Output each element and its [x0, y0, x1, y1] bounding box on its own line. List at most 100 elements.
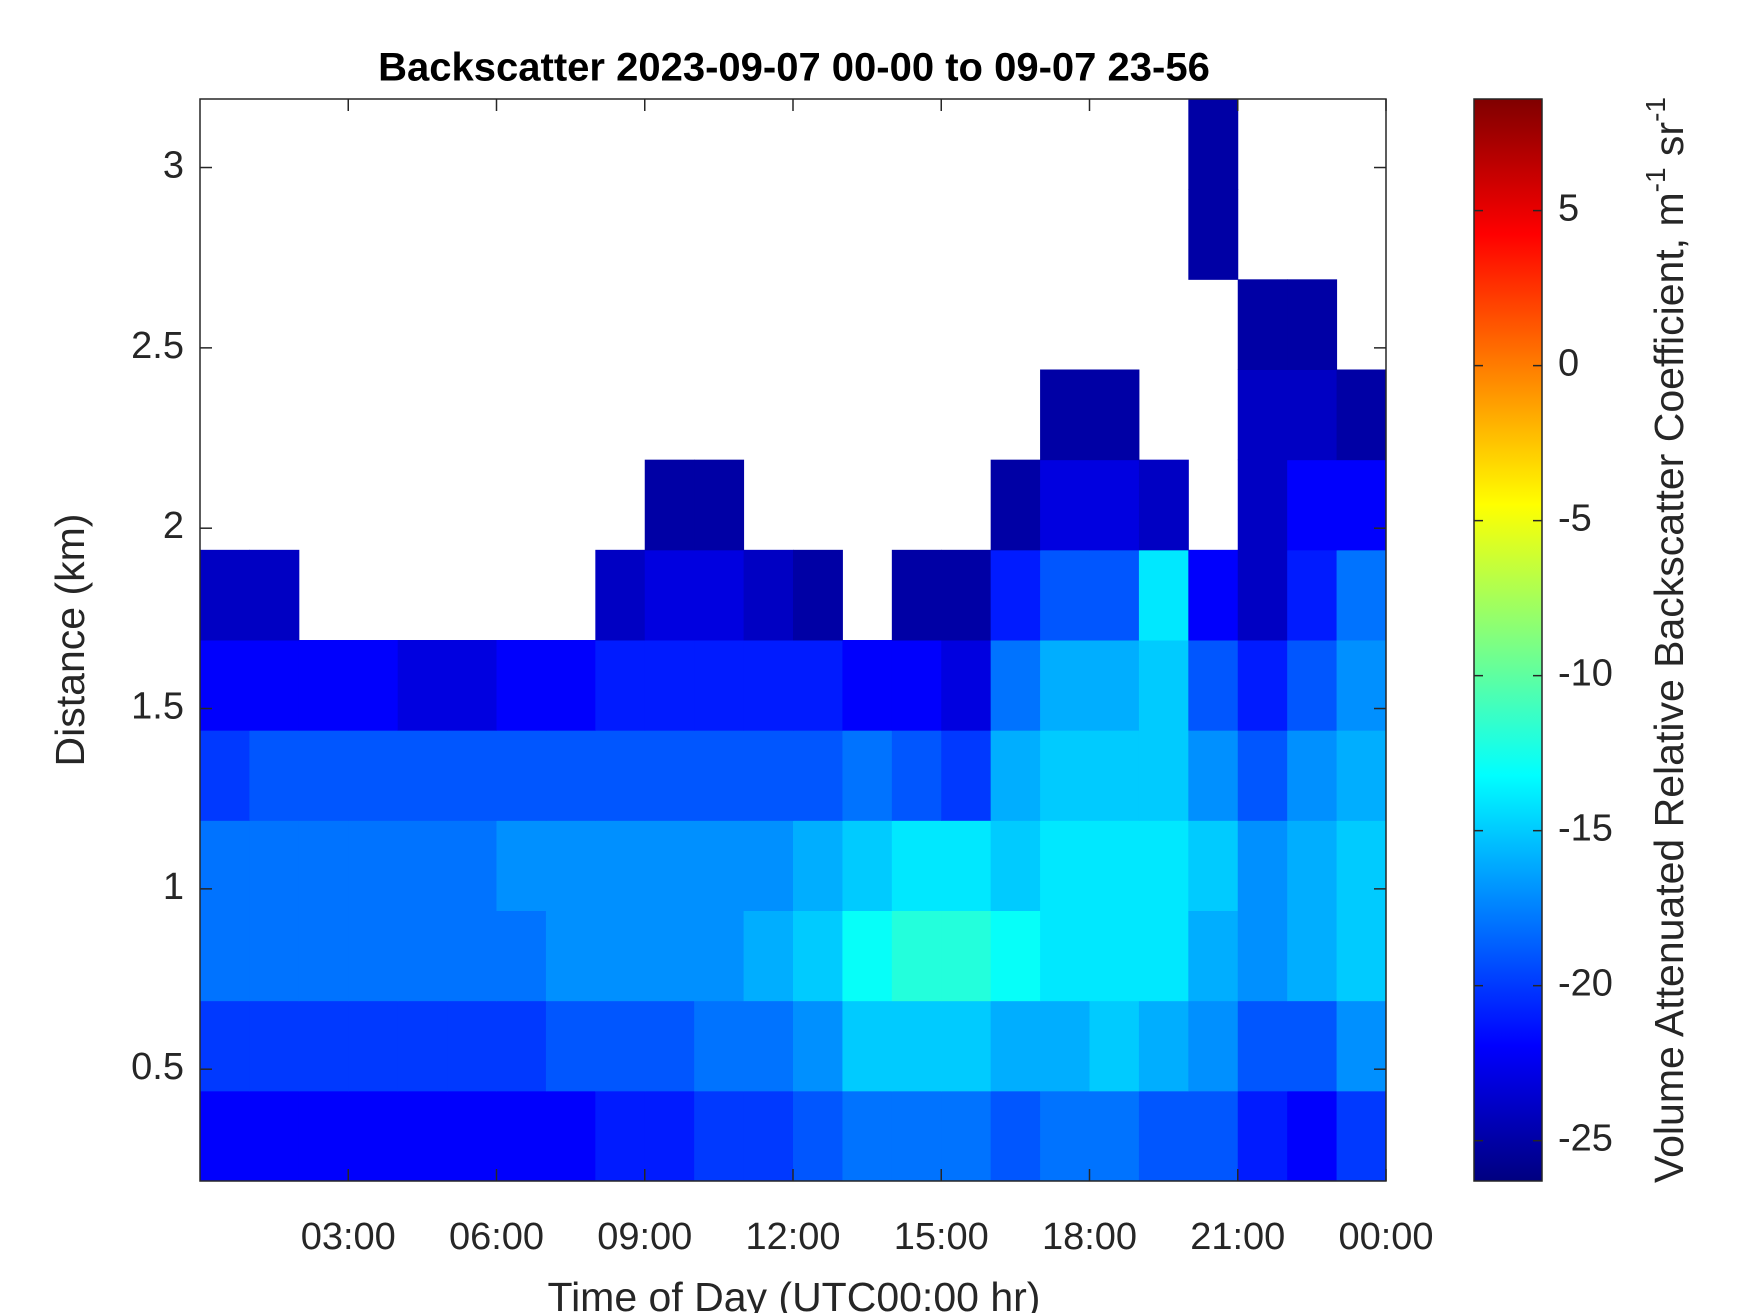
heatmap-cell — [1237, 640, 1288, 731]
heatmap-cell — [1188, 1000, 1239, 1092]
y-axis-label: Distance (km) — [47, 514, 93, 767]
heatmap-cell — [743, 730, 794, 821]
heatmap-cell — [1138, 1000, 1189, 1092]
heatmap-cell — [891, 1090, 942, 1182]
heatmap-cell — [1040, 459, 1090, 551]
heatmap-cell — [200, 640, 250, 731]
heatmap-cell — [990, 820, 1041, 911]
heatmap-cell — [545, 820, 596, 911]
heatmap-cell — [990, 1090, 1041, 1182]
heatmap-cell — [249, 1090, 300, 1182]
heatmap-cell — [1188, 99, 1239, 190]
heatmap-cell — [298, 730, 349, 821]
x-tick-label: 09:00 — [597, 1216, 692, 1258]
heatmap-cell — [644, 1090, 695, 1182]
heatmap-cell — [200, 730, 250, 821]
heatmap-cell — [644, 459, 695, 551]
heatmap-cell — [348, 730, 399, 821]
heatmap-cell — [200, 1090, 250, 1182]
heatmap-cell — [793, 1090, 843, 1182]
heatmap-cell — [1237, 1090, 1288, 1182]
heatmap-cell — [348, 1000, 399, 1092]
heatmap-cell — [1287, 820, 1338, 911]
y-tick-label: 2.5 — [131, 325, 184, 367]
heatmap-cell — [1138, 820, 1189, 911]
heatmap-cell — [595, 549, 646, 641]
heatmap-cell — [397, 730, 448, 821]
heatmap-cell — [743, 820, 794, 911]
heatmap-cell — [200, 1000, 250, 1092]
heatmap-cell — [397, 1000, 448, 1092]
heatmap-cell — [743, 1090, 794, 1182]
heatmap-cell — [891, 910, 942, 1002]
colorbar-tick-label: 0 — [1558, 343, 1579, 385]
heatmap-cell — [1237, 459, 1288, 551]
heatmap-cell — [447, 910, 497, 1002]
heatmap-cell — [1188, 1090, 1239, 1182]
heatmap-cell — [298, 1090, 349, 1182]
y-tick-label: 1.5 — [131, 686, 184, 728]
heatmap-cell — [298, 1000, 349, 1092]
heatmap-cell — [595, 1000, 646, 1092]
heatmap-cell — [1089, 640, 1140, 731]
heatmap-cell — [447, 730, 497, 821]
y-tick-label: 3 — [163, 145, 184, 187]
heatmap-cell — [545, 1000, 596, 1092]
heatmap-cell — [249, 1000, 300, 1092]
heatmap-cell — [694, 910, 745, 1002]
heatmap-cell — [644, 640, 695, 731]
heatmap-cell — [496, 730, 547, 821]
heatmap-cell — [1040, 549, 1090, 641]
heatmap-cell — [842, 820, 893, 911]
heatmap-cell — [249, 730, 300, 821]
heatmap-cell — [200, 549, 250, 641]
heatmap-cell — [1089, 369, 1140, 461]
heatmap-cell — [1336, 549, 1387, 641]
heatmap-cell — [1287, 459, 1338, 551]
heatmap-cell — [545, 640, 596, 731]
x-tick-label: 03:00 — [301, 1216, 396, 1258]
heatmap-cell — [496, 820, 547, 911]
heatmap-cell — [1089, 910, 1140, 1002]
heatmap-cell — [1287, 1000, 1338, 1092]
heatmap-cell — [1188, 820, 1239, 911]
heatmap-cell — [447, 820, 497, 911]
heatmap-cell — [842, 1090, 893, 1182]
heatmap-cell — [743, 549, 794, 641]
heatmap-cell — [595, 910, 646, 1002]
heatmap-cell — [1287, 279, 1338, 370]
heatmap-cell — [990, 910, 1041, 1002]
heatmap-cell — [1089, 459, 1140, 551]
heatmap-cell — [249, 910, 300, 1002]
heatmap-cell — [496, 640, 547, 731]
colorbar-tick-label: -10 — [1558, 653, 1613, 695]
heatmap-cell — [1237, 1000, 1288, 1092]
x-tick-label: 18:00 — [1042, 1216, 1137, 1258]
heatmap-cell — [1138, 1090, 1189, 1182]
heatmap-cell — [249, 549, 300, 641]
heatmap-cell — [1089, 549, 1140, 641]
colorbar-tick-label: 5 — [1558, 188, 1579, 230]
x-tick-label: 15:00 — [894, 1216, 989, 1258]
heatmap-cell — [1237, 549, 1288, 641]
heatmap-cell — [694, 820, 745, 911]
heatmap-cell — [545, 730, 596, 821]
heatmap-cell — [545, 1090, 596, 1182]
heatmap-cell — [1336, 640, 1387, 731]
heatmap-cell — [1237, 910, 1288, 1002]
heatmap-cell — [447, 1090, 497, 1182]
colorbar-label: Volume Attenuated Relative Backscatter C… — [1640, 97, 1691, 1183]
heatmap-cell — [1237, 820, 1288, 911]
heatmap-cell — [694, 549, 745, 641]
heatmap-cell — [1237, 730, 1288, 821]
heatmap-cell — [941, 910, 992, 1002]
heatmap-cell — [1138, 910, 1189, 1002]
heatmap-cell — [1336, 910, 1387, 1002]
heatmap-cell — [447, 640, 497, 731]
heatmap-cell — [644, 549, 695, 641]
heatmap-cell — [298, 910, 349, 1002]
heatmap-cell — [1287, 910, 1338, 1002]
heatmap-cell — [1089, 730, 1140, 821]
chart-title: Backscatter 2023-09-07 00-00 to 09-07 23… — [378, 46, 1210, 90]
